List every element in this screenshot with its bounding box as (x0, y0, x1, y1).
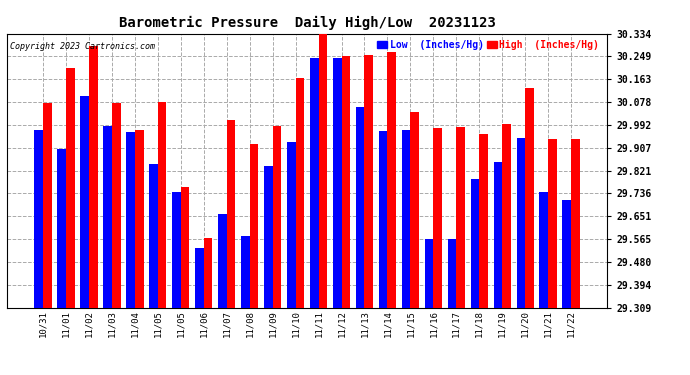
Bar (364, 55, 373, 308)
Bar (424, 239, 433, 308)
Bar (218, 214, 226, 308)
Bar (480, 134, 488, 308)
Bar (226, 120, 235, 308)
Bar (549, 139, 557, 308)
Bar (204, 238, 213, 308)
Bar (319, 27, 327, 308)
Bar (540, 192, 549, 308)
Bar (149, 164, 158, 308)
Bar (517, 138, 525, 308)
Bar (158, 102, 166, 308)
Bar (388, 52, 396, 308)
Bar (126, 132, 135, 308)
Bar (456, 127, 465, 308)
Bar (287, 142, 295, 308)
Bar (402, 130, 411, 308)
Bar (471, 179, 480, 308)
Bar (66, 68, 75, 308)
Bar (448, 239, 456, 308)
Bar (34, 130, 43, 308)
Bar (112, 103, 121, 308)
Bar (342, 56, 351, 308)
Bar (250, 144, 258, 308)
Title: Barometric Pressure  Daily High/Low  20231123: Barometric Pressure Daily High/Low 20231… (119, 16, 495, 30)
Bar (195, 249, 204, 308)
Bar (562, 200, 571, 308)
Bar (264, 166, 273, 308)
Bar (103, 126, 112, 308)
Bar (379, 131, 388, 308)
Bar (525, 88, 534, 308)
Bar (135, 130, 144, 308)
Bar (333, 57, 342, 308)
Bar (43, 103, 52, 308)
Bar (89, 45, 97, 308)
Bar (356, 107, 364, 307)
Bar (181, 187, 190, 308)
Bar (493, 162, 502, 308)
Bar (273, 126, 282, 308)
Bar (502, 124, 511, 308)
Bar (172, 192, 181, 308)
Bar (295, 78, 304, 308)
Bar (80, 96, 89, 308)
Bar (241, 237, 250, 308)
Bar (571, 139, 580, 308)
Bar (57, 149, 66, 308)
Bar (433, 128, 442, 308)
Legend: Low  (Inches/Hg), High  (Inches/Hg): Low (Inches/Hg), High (Inches/Hg) (377, 40, 600, 50)
Text: Copyright 2023 Cartronics.com: Copyright 2023 Cartronics.com (10, 42, 155, 51)
Bar (310, 57, 319, 308)
Bar (411, 112, 419, 308)
